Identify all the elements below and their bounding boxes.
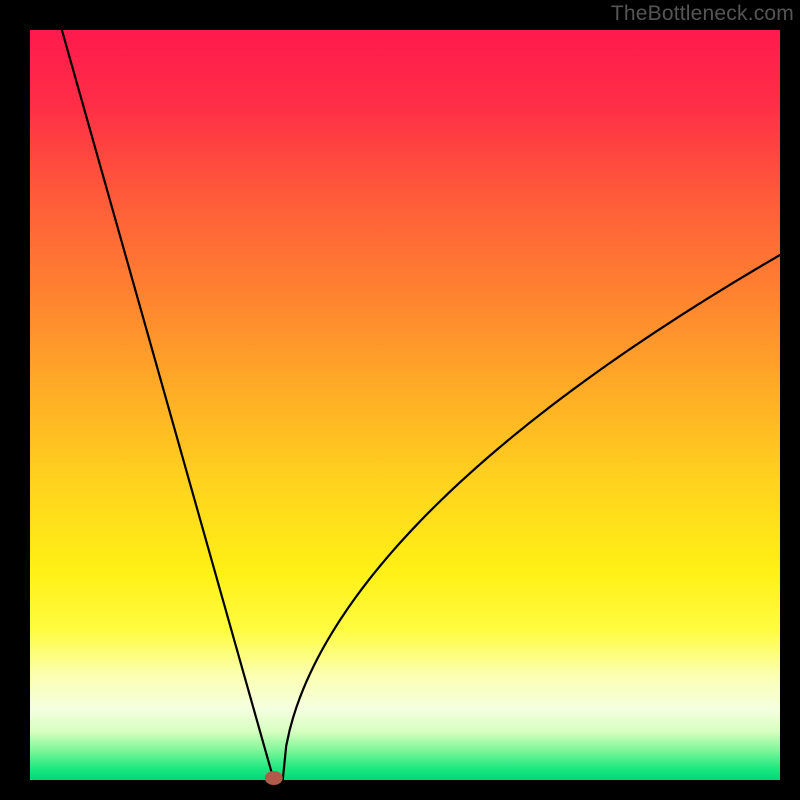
chart-svg [0,0,800,800]
plot-background [30,30,780,780]
optimal-point-marker [265,771,283,785]
chart-container: TheBottleneck.com [0,0,800,800]
watermark-text: TheBottleneck.com [611,2,794,26]
